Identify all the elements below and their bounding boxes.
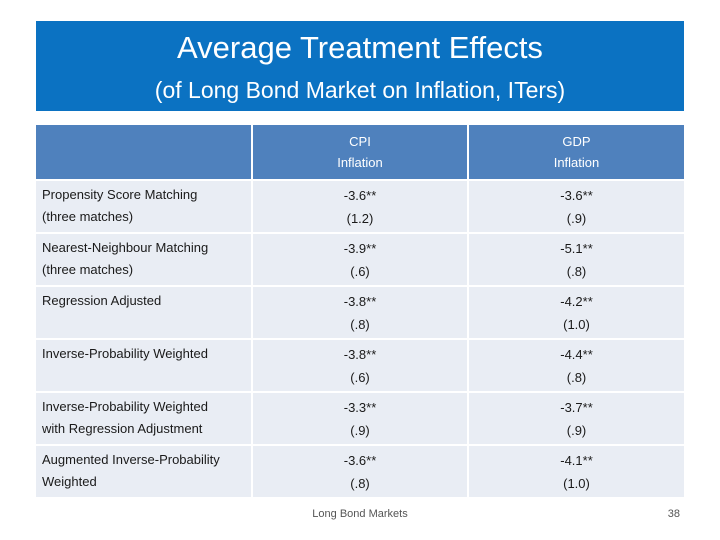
row-label: Propensity Score Matching [42,187,198,202]
page-number: 38 [667,508,680,520]
cpi-estimate: -3.9** [343,241,377,256]
header-cpi-line2: Inflation [337,155,383,170]
cpi-estimate: -3.8** [343,347,377,362]
gdp-std-error: (.9) [566,211,587,226]
gdp-estimate: -5.1** [560,241,593,256]
row-label-cell: Nearest-Neighbour Matching (three matches… [36,232,253,286]
gdp-estimate: -4.1** [560,453,593,468]
cpi-estimate: -3.6** [343,188,377,203]
row-label-detail: (three matches) [42,262,134,277]
gdp-value-cell: -4.1** (1.0) [468,444,684,497]
header-gdp-line1: GDP [562,134,591,149]
table-row: Regression Adjusted -3.8** (.8) -4.2** (1.0) [36,285,684,339]
cpi-std-error: (.8) [350,476,370,491]
gdp-value-cell: -3.6** (.9) [468,179,684,233]
gdp-std-error: (.9) [566,423,587,438]
table-row: Nearest-Neighbour Matching (three matches… [36,232,684,286]
gdp-estimate: -4.4** [560,347,593,362]
cpi-std-error: (.9) [350,423,370,438]
row-label-cell: Inverse-Probability Weighted [36,338,253,392]
cpi-estimate: -3.6** [343,453,377,468]
gdp-estimate: -3.6** [560,188,593,203]
cpi-value-cell: -3.6** (.8) [252,444,469,497]
gdp-std-error: (.8) [566,370,587,385]
slide-subtitle: (of Long Bond Market on Inflation, ITers… [154,77,566,103]
cpi-std-error: (1.2) [346,211,374,226]
row-label: Inverse-Probability Weighted [42,399,208,414]
header-cell-empty [36,125,253,181]
cpi-estimate: -3.8** [343,294,377,309]
slide-title: Average Treatment Effects [177,30,543,65]
header-cell-gdp: GDP Inflation [468,125,684,181]
cpi-value-cell: -3.8** (.6) [252,338,469,392]
gdp-value-cell: -3.7** (.9) [468,391,684,445]
row-label-cell: Augmented Inverse-Probability Weighted [36,444,253,497]
cpi-std-error: (.6) [350,370,370,385]
row-label-cell: Propensity Score Matching (three matches) [36,179,253,233]
gdp-value-cell: -4.2** (1.0) [468,285,684,339]
row-label: Inverse-Probability Weighted [42,346,208,361]
cpi-value-cell: -3.9** (.6) [252,232,469,286]
table-row: Inverse-Probability Weighted with Regress… [36,391,684,445]
row-label: Nearest-Neighbour Matching [42,240,209,255]
slide-header: Average Treatment Effects (of Long Bond … [36,21,684,111]
results-table: CPI Inflation GDP Inflation Propensity S… [36,125,684,497]
gdp-std-error: (.8) [566,264,587,279]
gdp-estimate: -3.7** [560,400,593,415]
cpi-value-cell: -3.6** (1.2) [252,179,469,233]
table-row: Augmented Inverse-Probability Weighted -3.… [36,444,684,497]
gdp-value-cell: -5.1** (.8) [468,232,684,286]
gdp-estimate: -4.2** [560,294,593,309]
table-row: Inverse-Probability Weighted -3.8** (.6) -4… [36,338,684,392]
header-cpi-line1: CPI [349,134,371,149]
cpi-std-error: (.8) [350,317,370,332]
cpi-value-cell: -3.3** (.9) [252,391,469,445]
table-row: Propensity Score Matching (three matches)… [36,179,684,233]
row-label: Regression Adjusted [42,293,162,308]
table-header-row: CPI Inflation GDP Inflation [36,125,684,181]
row-label-cell: Regression Adjusted [36,285,253,339]
row-label-detail: with Regression Adjustment [42,421,203,436]
cpi-std-error: (.6) [350,264,370,279]
header-cell-cpi: CPI Inflation [252,125,469,181]
header-gdp-line2: Inflation [553,155,600,170]
cpi-value-cell: -3.8** (.8) [252,285,469,339]
gdp-std-error: (1.0) [563,317,590,332]
row-label-cell: Inverse-Probability Weighted with Regress… [36,391,253,445]
footer-text: Long Bond Markets [312,508,408,520]
cpi-estimate: -3.3** [343,400,377,415]
row-label-detail: (three matches) [42,209,134,224]
gdp-value-cell: -4.4** (.8) [468,338,684,392]
gdp-std-error: (1.0) [563,476,590,491]
row-label: Augmented Inverse-Probability [42,452,220,467]
row-label-detail: Weighted [42,474,97,489]
